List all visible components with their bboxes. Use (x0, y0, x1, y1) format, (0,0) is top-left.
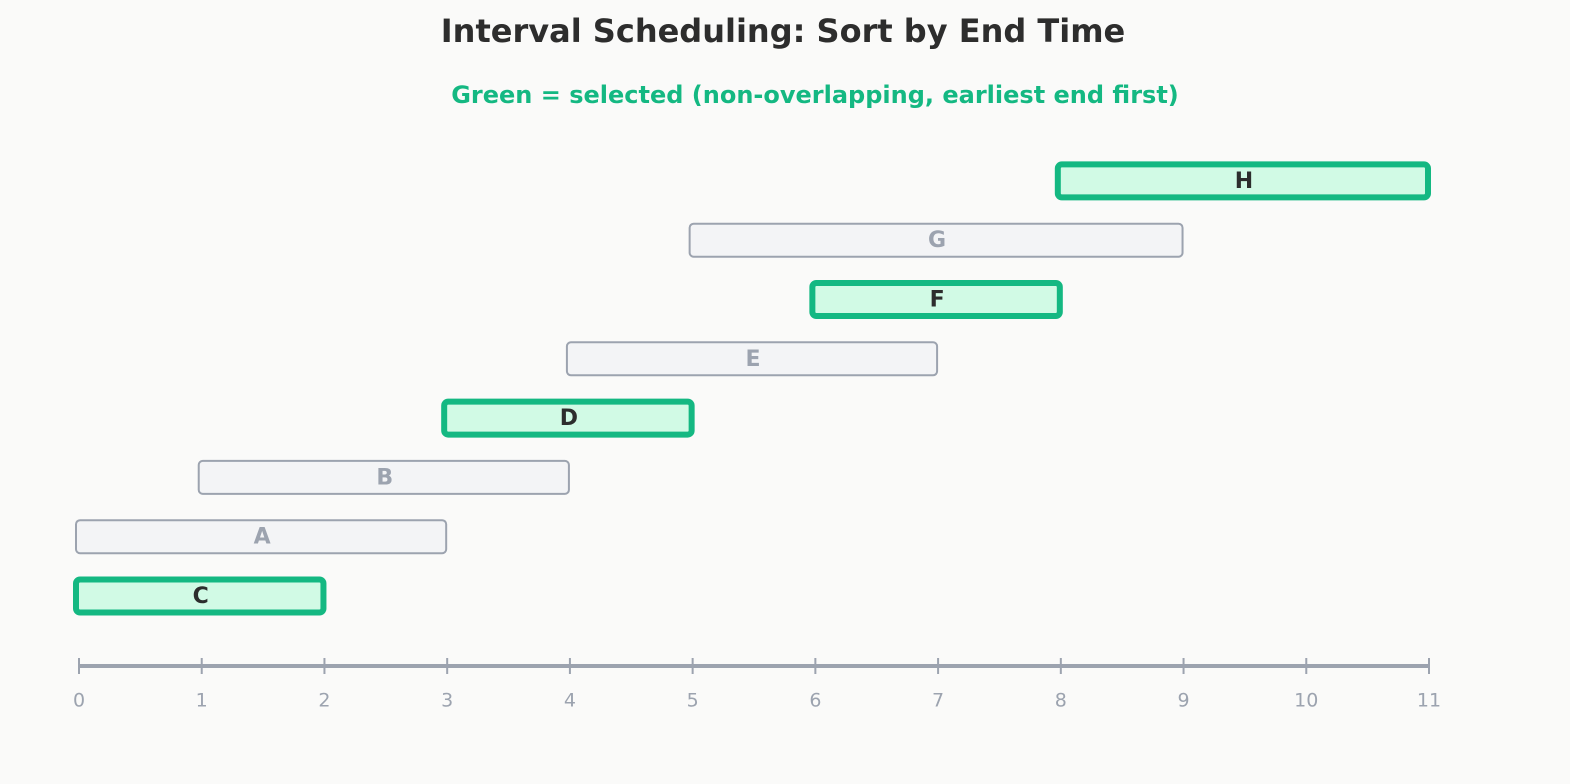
interval-bar (441, 398, 695, 438)
interval-bar (688, 222, 1184, 258)
interval-label: E (745, 347, 760, 372)
x-tick-label: 0 (73, 690, 85, 712)
x-tick-label: 11 (1417, 690, 1441, 712)
x-tick-label: 10 (1294, 690, 1318, 712)
x-tick-label: 5 (687, 690, 699, 712)
x-tick-label: 1 (196, 690, 208, 712)
interval-bar (1054, 161, 1432, 201)
chart-subtitle: Green = selected (non-overlapping, earli… (451, 81, 1179, 109)
interval-label: H (1235, 169, 1253, 194)
interval-bar (197, 459, 570, 495)
x-tick-label: 7 (932, 690, 944, 712)
interval-label: F (930, 288, 945, 313)
interval-bar (73, 576, 327, 616)
interval-bar (75, 519, 448, 555)
x-tick-label: 9 (1177, 690, 1189, 712)
x-tick-label: 2 (318, 690, 330, 712)
interval-bar (809, 280, 1063, 319)
x-tick-label: 6 (809, 690, 821, 712)
interval-label: A (254, 525, 271, 550)
x-tick-label: 8 (1055, 690, 1067, 712)
interval-label: D (560, 406, 578, 431)
x-tick-label: 3 (441, 690, 453, 712)
interval-bar (565, 341, 939, 377)
interval-label: C (193, 584, 209, 609)
interval-label: B (376, 465, 393, 490)
interval-label: G (928, 228, 946, 253)
x-tick-label: 4 (564, 690, 576, 712)
chart-title: Interval Scheduling: Sort by End Time (441, 12, 1125, 50)
